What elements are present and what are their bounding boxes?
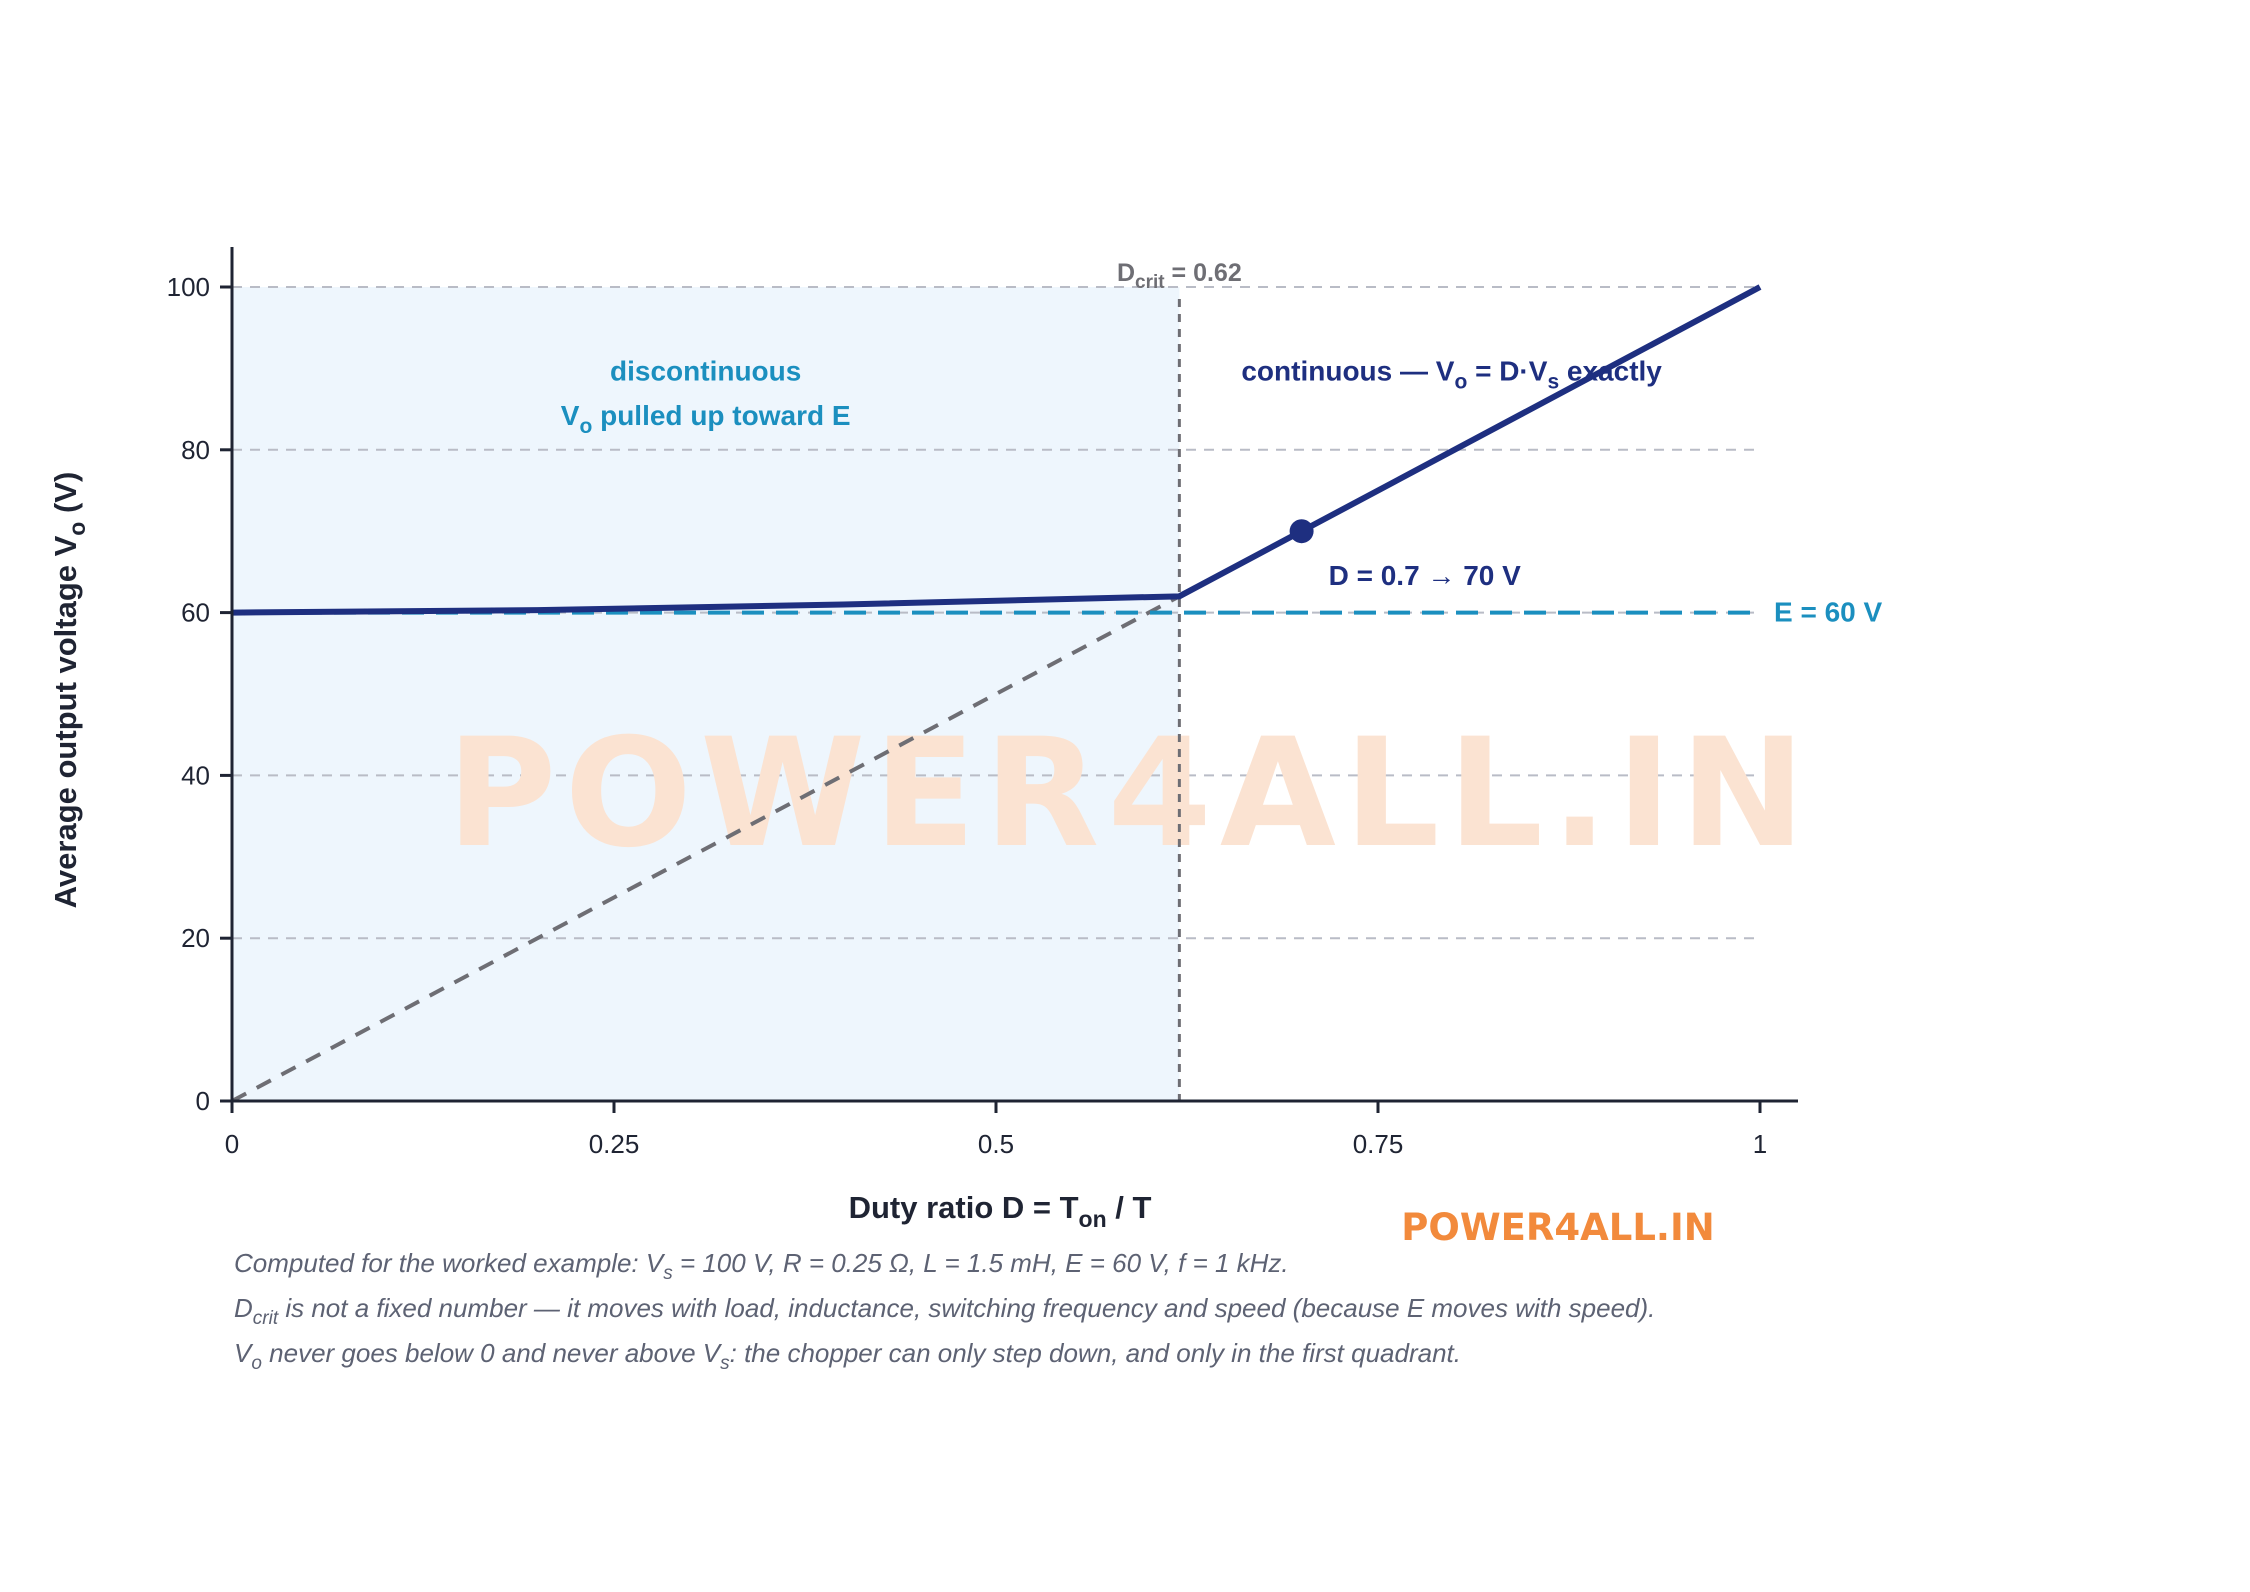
watermark-text: POWER4ALL.IN bbox=[447, 707, 1814, 881]
y-axis-title: Average output voltage Vo (V) bbox=[48, 472, 90, 909]
operating-point-label: D = 0.7 → 70 V bbox=[1329, 560, 1522, 591]
y-tick-label-2: 40 bbox=[181, 760, 210, 790]
note-line-2: Dcrit is not a fixed number — it moves w… bbox=[234, 1293, 1655, 1329]
vo-curve bbox=[231, 284, 1762, 616]
discontinuous-region-label: discontinuous bbox=[610, 355, 801, 386]
note-line-1: Computed for the worked example: Vs = 10… bbox=[234, 1248, 1289, 1284]
x-tick-label-1: 0.25 bbox=[589, 1129, 640, 1159]
e-line-label: E = 60 V bbox=[1774, 597, 1883, 628]
x-tick-label-0: 0 bbox=[225, 1129, 239, 1159]
brand-logo: POWER4ALL.IN bbox=[1401, 1206, 1714, 1249]
x-axis-title: Duty ratio D = Ton / T bbox=[849, 1190, 1152, 1232]
y-tick-label-5: 100 bbox=[167, 272, 210, 302]
discontinuous-region-shade bbox=[232, 287, 1180, 1101]
critical-duty-label: Dcrit = 0.62 bbox=[1117, 259, 1242, 293]
y-tick-label-4: 80 bbox=[181, 435, 210, 465]
ideal-vo-line bbox=[231, 594, 1181, 1103]
x-tick-label-4: 1 bbox=[1753, 1129, 1767, 1159]
x-tick-label-3: 0.75 bbox=[1353, 1129, 1404, 1159]
y-tick-label-0: 0 bbox=[196, 1086, 210, 1116]
tick-labels: 0 20 40 60 80 100 0 0.25 0.5 0.75 1 bbox=[167, 272, 1768, 1159]
x-tick-label-2: 0.5 bbox=[978, 1129, 1014, 1159]
y-tick-label-1: 20 bbox=[181, 923, 210, 953]
note-line-3: Vo never goes below 0 and never above Vs… bbox=[234, 1338, 1461, 1374]
continuous-region-label: continuous — Vo = D·Vs exactly bbox=[1241, 355, 1662, 393]
discontinuous-region-sublabel: Vo pulled up toward E bbox=[561, 400, 851, 438]
operating-point-marker bbox=[1289, 519, 1314, 544]
y-tick-label-3: 60 bbox=[181, 598, 210, 628]
